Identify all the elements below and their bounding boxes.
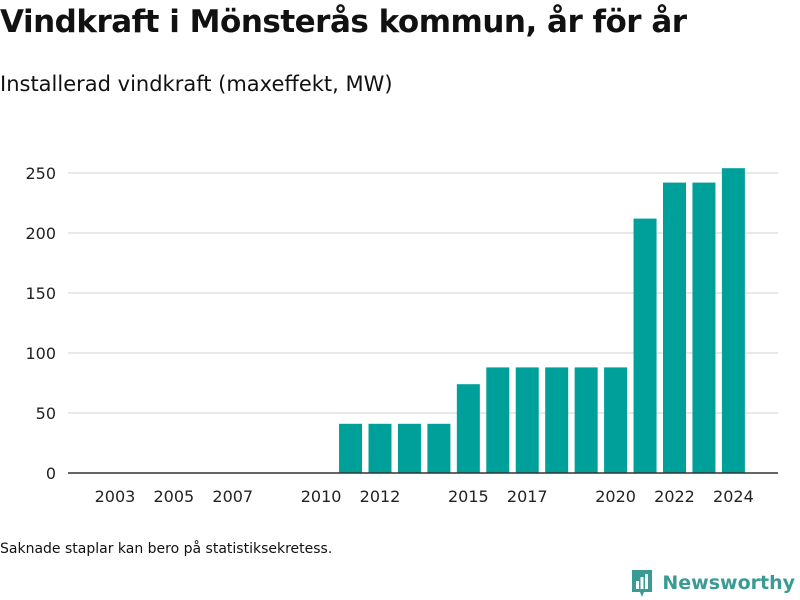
bar-2015 xyxy=(456,384,480,473)
newsworthy-brand: Newsworthy xyxy=(630,568,795,598)
x-tick-label: 2015 xyxy=(448,487,489,506)
x-tick-label: 2017 xyxy=(507,487,548,506)
x-tick-label: 2005 xyxy=(153,487,194,506)
y-tick-label: 150 xyxy=(25,284,56,303)
bar-2019 xyxy=(574,367,598,473)
chart-subtitle: Installerad vindkraft (maxeffekt, MW) xyxy=(0,72,393,96)
gridlines xyxy=(68,172,778,414)
x-tick-label: 2020 xyxy=(595,487,636,506)
bar-2014 xyxy=(427,423,451,473)
y-tick-label: 200 xyxy=(25,224,56,243)
x-tick-label: 2012 xyxy=(360,487,401,506)
bar-2016 xyxy=(486,367,510,473)
y-tick-label: 50 xyxy=(36,404,56,423)
x-tick-label: 2024 xyxy=(713,487,754,506)
bar-2017 xyxy=(515,367,539,473)
bar-2022 xyxy=(663,182,686,473)
bar-chart: 0 50 100 150 200 250 2003 2005 2007 2010 2012 2015… xyxy=(25,164,778,506)
chart-title: Vindkraft i Mönsterås kommun, år för år xyxy=(0,4,687,40)
bars xyxy=(339,168,745,473)
newsworthy-logo-icon xyxy=(632,570,653,597)
bar-2011 xyxy=(339,423,363,473)
bar-2012 xyxy=(368,423,392,473)
bar-2023 xyxy=(692,182,716,473)
x-tick-label: 2003 xyxy=(95,487,136,506)
y-tick-label: 100 xyxy=(25,344,56,363)
bar-2018 xyxy=(545,367,569,473)
y-tick-label: 250 xyxy=(25,164,56,183)
x-axis-tick-labels: 2003 2005 2007 2010 2012 2015 2017 2020 2022 2024 xyxy=(95,487,754,506)
bar-2021 xyxy=(633,218,657,473)
bar-2020 xyxy=(604,367,628,473)
brand-name: Newsworthy xyxy=(662,572,795,594)
bar-2013 xyxy=(397,423,421,473)
y-tick-label: 0 xyxy=(46,464,56,483)
x-tick-label: 2010 xyxy=(301,487,342,506)
x-tick-label: 2007 xyxy=(212,487,253,506)
footnote: Saknade staplar kan bero på statistiksek… xyxy=(0,541,333,557)
bar-2024 xyxy=(721,168,745,473)
y-axis-tick-labels: 0 50 100 150 200 250 xyxy=(25,164,56,483)
x-tick-label: 2022 xyxy=(654,487,695,506)
